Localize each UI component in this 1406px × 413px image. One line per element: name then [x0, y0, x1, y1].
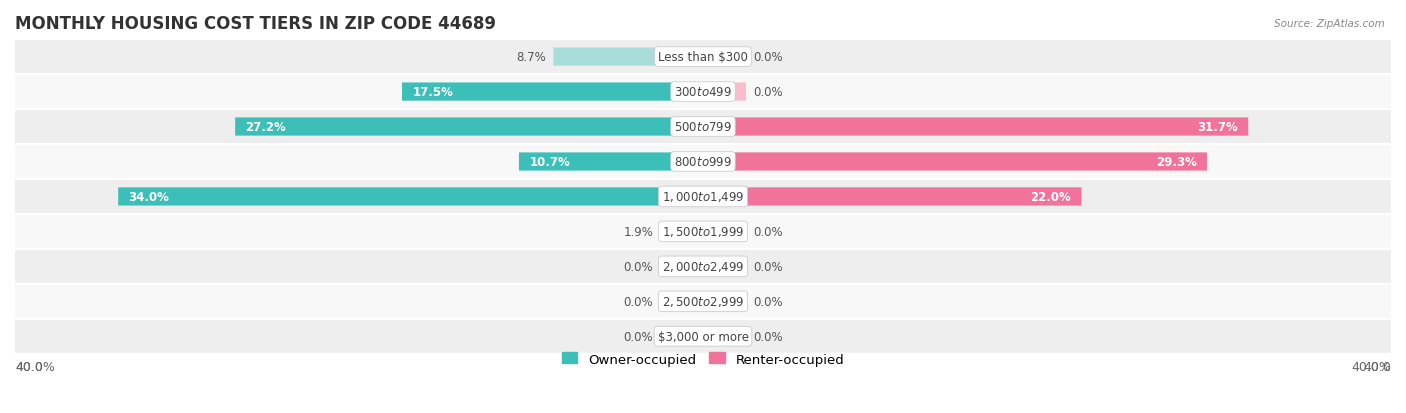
Text: 22.0%: 22.0%: [1031, 190, 1071, 204]
Text: $300 to $499: $300 to $499: [673, 86, 733, 99]
Text: 40.0: 40.0: [15, 360, 42, 373]
Text: MONTHLY HOUSING COST TIERS IN ZIP CODE 44689: MONTHLY HOUSING COST TIERS IN ZIP CODE 4…: [15, 15, 496, 33]
Text: 0.0%: 0.0%: [752, 51, 783, 64]
FancyBboxPatch shape: [703, 292, 747, 311]
Text: 0.0%: 0.0%: [752, 330, 783, 343]
FancyBboxPatch shape: [402, 83, 703, 102]
FancyBboxPatch shape: [15, 111, 1391, 144]
FancyBboxPatch shape: [659, 292, 703, 311]
FancyBboxPatch shape: [659, 328, 703, 346]
FancyBboxPatch shape: [15, 250, 1391, 283]
FancyBboxPatch shape: [15, 216, 1391, 248]
Text: 0.0%: 0.0%: [623, 295, 654, 308]
FancyBboxPatch shape: [703, 48, 747, 66]
Text: Source: ZipAtlas.com: Source: ZipAtlas.com: [1274, 19, 1385, 28]
Text: 0.0%: 0.0%: [752, 295, 783, 308]
FancyBboxPatch shape: [15, 146, 1391, 178]
Text: $3,000 or more: $3,000 or more: [658, 330, 748, 343]
Text: $1,500 to $1,999: $1,500 to $1,999: [662, 225, 744, 239]
Text: 0.0%: 0.0%: [752, 260, 783, 273]
Text: $2,000 to $2,499: $2,000 to $2,499: [662, 260, 744, 274]
Text: 10.7%: 10.7%: [529, 156, 569, 169]
FancyBboxPatch shape: [703, 328, 747, 346]
FancyBboxPatch shape: [15, 41, 1391, 74]
FancyBboxPatch shape: [554, 48, 703, 66]
Text: 40.0%: 40.0%: [15, 360, 55, 373]
Text: $2,500 to $2,999: $2,500 to $2,999: [662, 294, 744, 309]
FancyBboxPatch shape: [15, 285, 1391, 318]
Text: $800 to $999: $800 to $999: [673, 156, 733, 169]
Text: 17.5%: 17.5%: [412, 86, 453, 99]
FancyBboxPatch shape: [118, 188, 703, 206]
Text: 1.9%: 1.9%: [623, 225, 654, 238]
Text: 0.0%: 0.0%: [623, 260, 654, 273]
Text: 34.0%: 34.0%: [128, 190, 169, 204]
Text: 31.7%: 31.7%: [1197, 121, 1237, 134]
FancyBboxPatch shape: [703, 118, 1249, 136]
FancyBboxPatch shape: [703, 83, 747, 102]
Text: 27.2%: 27.2%: [246, 121, 287, 134]
Text: 29.3%: 29.3%: [1156, 156, 1197, 169]
Text: $1,000 to $1,499: $1,000 to $1,499: [662, 190, 744, 204]
Text: 0.0%: 0.0%: [752, 86, 783, 99]
FancyBboxPatch shape: [659, 223, 703, 241]
FancyBboxPatch shape: [703, 258, 747, 276]
FancyBboxPatch shape: [15, 180, 1391, 214]
Text: 40.0%: 40.0%: [1351, 360, 1391, 373]
FancyBboxPatch shape: [519, 153, 703, 171]
Legend: Owner-occupied, Renter-occupied: Owner-occupied, Renter-occupied: [557, 347, 849, 371]
FancyBboxPatch shape: [15, 320, 1391, 353]
FancyBboxPatch shape: [659, 258, 703, 276]
Text: 40.0: 40.0: [1364, 360, 1391, 373]
Text: 0.0%: 0.0%: [752, 225, 783, 238]
Text: $500 to $799: $500 to $799: [673, 121, 733, 134]
Text: 0.0%: 0.0%: [623, 330, 654, 343]
FancyBboxPatch shape: [703, 223, 747, 241]
FancyBboxPatch shape: [235, 118, 703, 136]
Text: 8.7%: 8.7%: [517, 51, 547, 64]
FancyBboxPatch shape: [703, 153, 1206, 171]
FancyBboxPatch shape: [703, 188, 1081, 206]
FancyBboxPatch shape: [15, 76, 1391, 109]
Text: Less than $300: Less than $300: [658, 51, 748, 64]
